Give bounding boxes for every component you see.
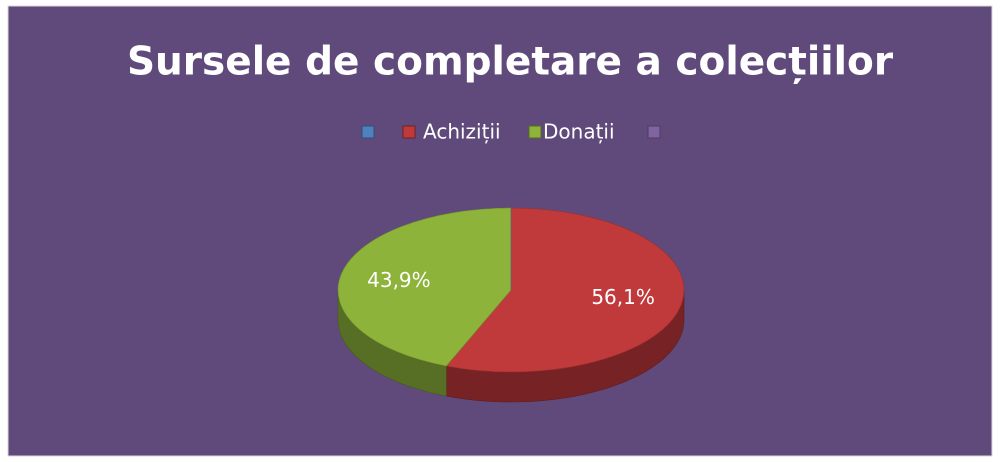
legend-label: Donații bbox=[543, 120, 615, 144]
chart-title: Sursele de completare a colecțiilor bbox=[127, 40, 894, 85]
legend-marker bbox=[528, 125, 542, 139]
legend-marker bbox=[361, 125, 375, 139]
pie-slice bbox=[337, 207, 512, 367]
data-label: 56,1% bbox=[591, 285, 655, 309]
legend-marker bbox=[647, 125, 661, 139]
pie-slice bbox=[445, 207, 685, 373]
legend-marker bbox=[402, 125, 416, 139]
data-label: 43,9% bbox=[367, 268, 431, 292]
legend-label: Achiziții bbox=[423, 120, 501, 144]
